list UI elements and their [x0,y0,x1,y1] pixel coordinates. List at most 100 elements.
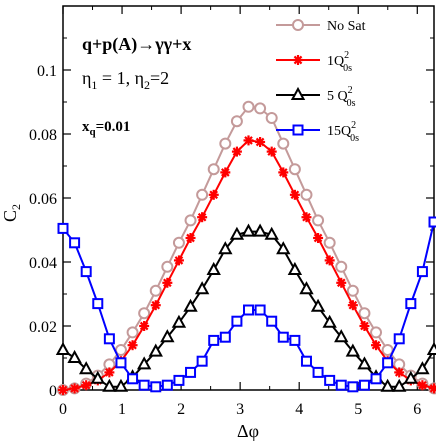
x-tick-label: 3 [236,401,244,418]
data-point [209,336,218,345]
data-point [394,381,405,391]
legend-marker [294,126,303,135]
data-point [128,374,137,383]
data-point [221,333,230,342]
data-point [151,382,160,391]
data-point [417,380,427,390]
legend-label-sup: 2 [351,120,356,131]
data-point [382,381,393,391]
data-point [186,233,196,243]
data-point [325,238,335,248]
data-point [208,264,219,274]
data-point [151,286,161,296]
data-point [255,137,265,147]
legend-label-name: 15Q [327,124,351,139]
y-axis-label-subscript: 2 [9,204,23,210]
data-point [289,264,300,274]
data-point [336,262,346,272]
data-point [267,317,276,326]
data-point [337,381,346,390]
legend-label-sup: 2 [344,50,349,61]
eta2-value: =2 [150,68,169,88]
legend-label-sub: 0s [350,133,359,144]
data-point [244,135,254,145]
data-point [174,238,184,248]
data-point [360,381,369,390]
data-point [290,190,300,200]
data-point [58,344,69,354]
data-point [301,212,311,222]
data-point [267,147,277,157]
data-point [104,381,115,391]
data-point [267,113,277,123]
data-point [278,167,288,177]
data-point [313,233,323,243]
data-point [231,229,242,239]
data-point [174,255,184,265]
data-point [372,374,381,383]
data-point [163,381,172,390]
legend-label-sup: 2 [348,85,353,96]
x-tick-label: 0 [59,401,67,418]
data-point [151,300,161,310]
data-point [209,190,219,200]
data-point [383,358,392,367]
data-point [105,334,114,343]
data-point [243,226,254,236]
data-point [82,267,91,276]
data-point [371,340,381,350]
data-point [162,278,172,288]
data-point [278,139,288,149]
data-point [70,383,80,393]
series-group [58,135,436,395]
data-point [325,255,335,265]
y-tick-label: 0.1 [37,63,57,80]
data-point [348,382,357,391]
data-point [279,333,288,342]
data-point [58,385,68,395]
y-tick-label: 0.02 [29,319,57,336]
data-point [418,267,427,276]
legend-marker [293,89,304,99]
x-tick-label: 5 [354,401,362,418]
data-point [255,226,266,236]
legend-item: 15Q2 0s [276,120,359,144]
data-point [244,102,254,112]
data-point [430,218,436,227]
data-point [371,327,381,337]
data-point [209,164,219,174]
data-point [313,215,323,225]
legend-marker [293,20,303,30]
process-annotation: q+p(A)→γγ+x [82,34,191,55]
legend-label: 15Q2 0s [327,120,359,144]
data-point [266,229,277,239]
data-point [174,376,183,385]
data-point [59,224,68,233]
data-point [256,306,265,315]
data-point [197,212,207,222]
data-point [406,299,415,308]
data-point [302,357,311,366]
data-point [115,381,126,391]
y-axis-label: C2 [0,204,23,222]
eta-annotation: η1 = 1, η2=2 [82,68,169,92]
data-point [162,262,172,272]
data-point [255,103,265,113]
legend-marker [293,55,303,65]
data-point [314,368,323,377]
data-point [232,317,241,326]
data-point [359,308,369,318]
data-point [290,336,299,345]
data-point [139,308,149,318]
x-tick-label: 4 [295,401,303,418]
y-axis-label-main: C [0,210,20,222]
x-tick-label: 1 [118,401,126,418]
data-point [139,321,149,331]
data-point [93,299,102,308]
data-point [186,368,195,377]
